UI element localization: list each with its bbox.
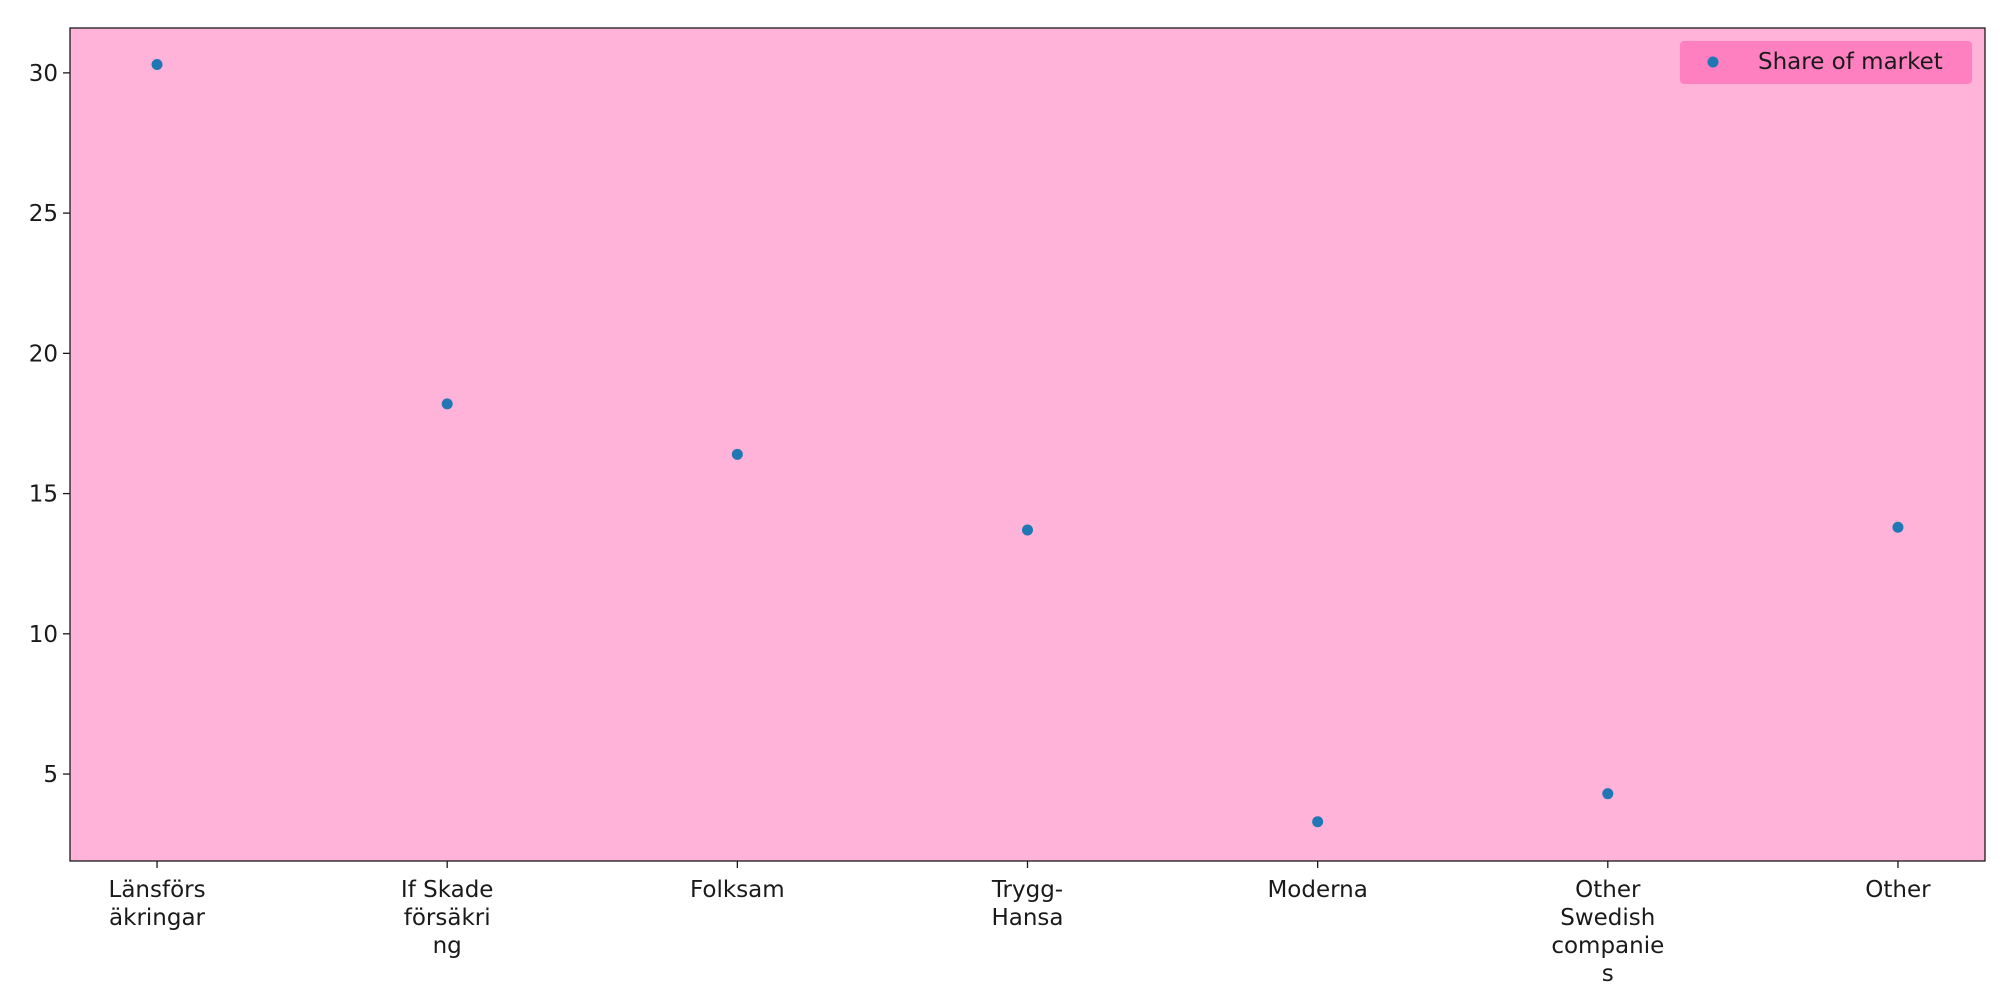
x-tick-label-line: Moderna: [1267, 877, 1367, 903]
x-tick-label-line: Swedish: [1560, 905, 1655, 931]
x-axis: Länsförs äkringar If Skade försäkri ng Folksa…: [109, 861, 1931, 987]
data-point: [441, 398, 453, 410]
x-tick-label-line: Other: [1575, 877, 1641, 903]
x-tick-label: Other Swedish companie s: [1551, 877, 1664, 987]
data-point: [1602, 788, 1614, 800]
x-tick-label-line: Trygg-: [991, 877, 1063, 903]
x-tick-label-line: s: [1602, 961, 1614, 987]
y-tick-label: 10: [29, 622, 58, 648]
x-tick-label: Moderna: [1267, 877, 1367, 903]
x-tick-label: Länsförs äkringar: [109, 877, 206, 931]
y-tick-label: 30: [29, 61, 58, 87]
x-tick-label-line: Hansa: [991, 905, 1063, 931]
y-tick-label: 5: [43, 762, 58, 788]
data-point: [731, 448, 743, 460]
x-tick-label: If Skade försäkri ng: [401, 877, 494, 959]
x-tick-label-line: If Skade: [401, 877, 494, 903]
data-point: [1892, 521, 1904, 533]
legend: Share of market: [1680, 41, 1972, 84]
x-tick-label: Other: [1865, 877, 1931, 903]
data-point: [1022, 524, 1033, 536]
plot-area: [70, 28, 1985, 861]
x-tick-label-line: äkringar: [109, 905, 206, 931]
plot-frame: [69, 27, 1986, 862]
x-tick-label-line: ng: [433, 933, 462, 959]
legend-box: [1680, 41, 1972, 84]
data-points: [151, 58, 1904, 828]
data-point: [151, 58, 163, 70]
x-tick-label-line: försäkri: [404, 905, 491, 931]
x-tick-label-line: Länsförs: [109, 877, 206, 903]
x-tick-label: Folksam: [690, 877, 785, 903]
x-tick-label-line: Other: [1865, 877, 1931, 903]
y-tick-label: 25: [29, 201, 58, 227]
legend-label: Share of market: [1758, 49, 1943, 75]
x-tick-label: Trygg-Hansa: [991, 877, 1064, 931]
y-tick-label: 20: [29, 341, 58, 367]
data-point: [1312, 816, 1324, 828]
legend-marker: [1707, 56, 1719, 68]
y-tick-label: 15: [29, 482, 58, 508]
x-tick-label-line: companie: [1551, 933, 1664, 959]
x-tick-label-line: Folksam: [690, 877, 785, 903]
y-axis: 5 10 15 20 25 30: [29, 61, 70, 788]
